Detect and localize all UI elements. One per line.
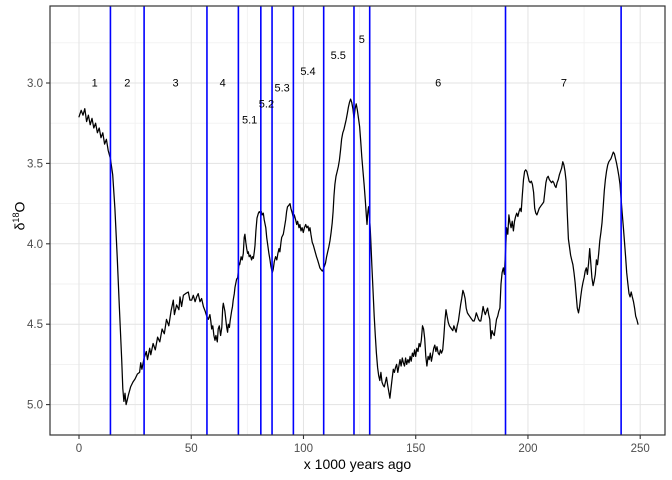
x-tick-label: 50	[185, 443, 198, 455]
d18o-curve	[78, 98, 639, 406]
x-tick-label: 0	[76, 443, 82, 455]
stage-label-5.3: 5.3	[275, 82, 290, 94]
stage-label-5.4: 5.4	[300, 66, 315, 78]
y-axis-title: δ18O	[7, 174, 28, 258]
y-axis-title-base: δ	[11, 222, 28, 231]
panel-border	[49, 5, 666, 436]
stage-label-7: 7	[561, 78, 567, 90]
y-tick-label: 4.5	[27, 319, 43, 331]
plot-panel	[50, 6, 665, 435]
x-tick-label: 100	[294, 443, 313, 455]
y-tick-label: 3.0	[27, 78, 43, 90]
y-tick-label: 3.5	[27, 158, 43, 170]
x-tick-label: 150	[406, 443, 425, 455]
stage-label-3: 3	[172, 78, 178, 90]
stage-label-5.2: 5.2	[259, 98, 274, 110]
stage-label-5.1: 5.1	[242, 114, 257, 126]
stage-label-2: 2	[124, 78, 130, 90]
x-axis-title: x 1000 years ago	[303, 456, 412, 472]
stage-label-6: 6	[435, 78, 441, 90]
y-tick-label: 4.0	[27, 239, 43, 251]
stage-label-5.5: 5.5	[331, 50, 346, 62]
stage-label-5: 5	[359, 34, 365, 46]
x-tick-label: 250	[631, 443, 650, 455]
y-axis-title-end: O	[11, 201, 28, 213]
x-tick-label: 200	[518, 443, 537, 455]
stage-label-4: 4	[220, 78, 226, 90]
stage-label-1: 1	[92, 78, 98, 90]
y-axis-title-superscript: 18	[11, 212, 21, 223]
y-tick-label: 5.0	[27, 400, 43, 412]
